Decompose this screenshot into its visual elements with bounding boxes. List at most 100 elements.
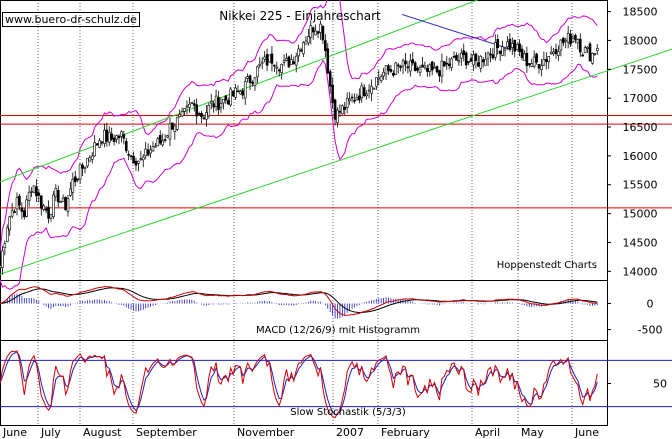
candle xyxy=(392,70,395,78)
candle xyxy=(243,76,247,105)
candle-body xyxy=(95,143,99,146)
candle-body xyxy=(13,211,16,213)
candle xyxy=(285,52,288,62)
candle-body xyxy=(314,30,317,36)
candle-body xyxy=(518,43,521,53)
candle-body xyxy=(370,85,373,94)
candle xyxy=(83,166,87,174)
candle-body xyxy=(319,23,322,33)
y-tick-label: 15000 xyxy=(623,208,658,221)
candle-body xyxy=(350,96,354,99)
candle-body xyxy=(5,227,9,242)
candle xyxy=(27,185,31,207)
candle-body xyxy=(481,59,485,63)
candle xyxy=(375,77,378,91)
candle-body xyxy=(554,49,558,55)
candle xyxy=(452,51,456,59)
candle xyxy=(166,134,169,139)
candle xyxy=(183,108,186,116)
candle-body xyxy=(144,148,147,157)
candle-body xyxy=(591,53,594,64)
candle xyxy=(236,85,240,93)
candle xyxy=(132,151,135,164)
candle-body xyxy=(537,63,541,69)
candle-body xyxy=(331,84,334,104)
candle xyxy=(528,63,531,68)
candle-body xyxy=(593,52,597,55)
candle xyxy=(144,142,147,160)
candle xyxy=(299,47,303,53)
candle xyxy=(59,200,63,203)
stochastic-label: Slow Stochastik (5/3/3) xyxy=(290,407,406,418)
candle xyxy=(81,162,84,177)
candle-body xyxy=(163,139,167,141)
candle-body xyxy=(134,160,138,166)
candle-body xyxy=(355,97,359,101)
candle-body xyxy=(15,197,19,210)
candle-body xyxy=(588,43,592,62)
candle xyxy=(15,192,19,216)
candle xyxy=(328,69,332,94)
candle xyxy=(406,60,410,74)
candle xyxy=(56,185,60,208)
candle xyxy=(260,57,264,70)
x-tick-label: April xyxy=(475,426,500,439)
candle-body xyxy=(365,93,368,97)
candle-body xyxy=(207,104,211,117)
candle-body xyxy=(360,85,364,99)
candle xyxy=(316,30,320,39)
candle xyxy=(549,45,553,55)
y-tick-label: 15500 xyxy=(623,179,658,192)
candle-body xyxy=(93,142,96,157)
candle xyxy=(71,172,75,201)
candle xyxy=(197,111,201,116)
candle-body xyxy=(503,48,507,51)
candle xyxy=(88,154,92,162)
candle-body xyxy=(341,105,344,115)
candle xyxy=(593,52,597,57)
candle-body xyxy=(265,54,269,66)
candle xyxy=(532,50,536,69)
candle xyxy=(292,56,296,65)
candle-body xyxy=(88,157,92,162)
candle-body xyxy=(411,59,415,64)
candle-body xyxy=(226,100,230,105)
candle-body xyxy=(59,201,63,203)
candle-body xyxy=(122,134,126,139)
candle xyxy=(282,54,286,67)
candle xyxy=(105,122,109,147)
candle xyxy=(54,184,58,202)
candle xyxy=(411,52,415,66)
candle-body xyxy=(27,191,31,201)
candle-body xyxy=(338,110,342,113)
candle-body xyxy=(178,114,181,117)
candle-body xyxy=(345,97,349,108)
candle xyxy=(362,83,366,98)
candle xyxy=(314,24,317,36)
candle xyxy=(161,133,164,147)
candle-body xyxy=(328,71,332,87)
watermark: www.buero-dr-schulz.de xyxy=(2,12,140,27)
candle xyxy=(547,56,551,69)
candle-body xyxy=(409,60,412,72)
candle xyxy=(290,54,293,65)
candle-body xyxy=(343,106,347,110)
candle xyxy=(103,123,106,148)
candle-body xyxy=(547,56,551,63)
candle-body xyxy=(401,60,405,67)
candle-body xyxy=(387,65,390,71)
candle-body xyxy=(445,62,449,65)
candle-body xyxy=(149,149,152,154)
candle xyxy=(307,28,310,46)
candle xyxy=(137,160,140,172)
candle-body xyxy=(494,42,497,58)
candle xyxy=(355,93,359,101)
x-tick-label: May xyxy=(521,426,544,439)
candle xyxy=(469,53,473,63)
candle xyxy=(134,157,138,171)
candle-body xyxy=(309,25,313,38)
candle-body xyxy=(382,71,385,77)
bollinger-bands xyxy=(0,0,598,290)
candle-body xyxy=(530,63,534,67)
candle-body xyxy=(399,65,402,68)
